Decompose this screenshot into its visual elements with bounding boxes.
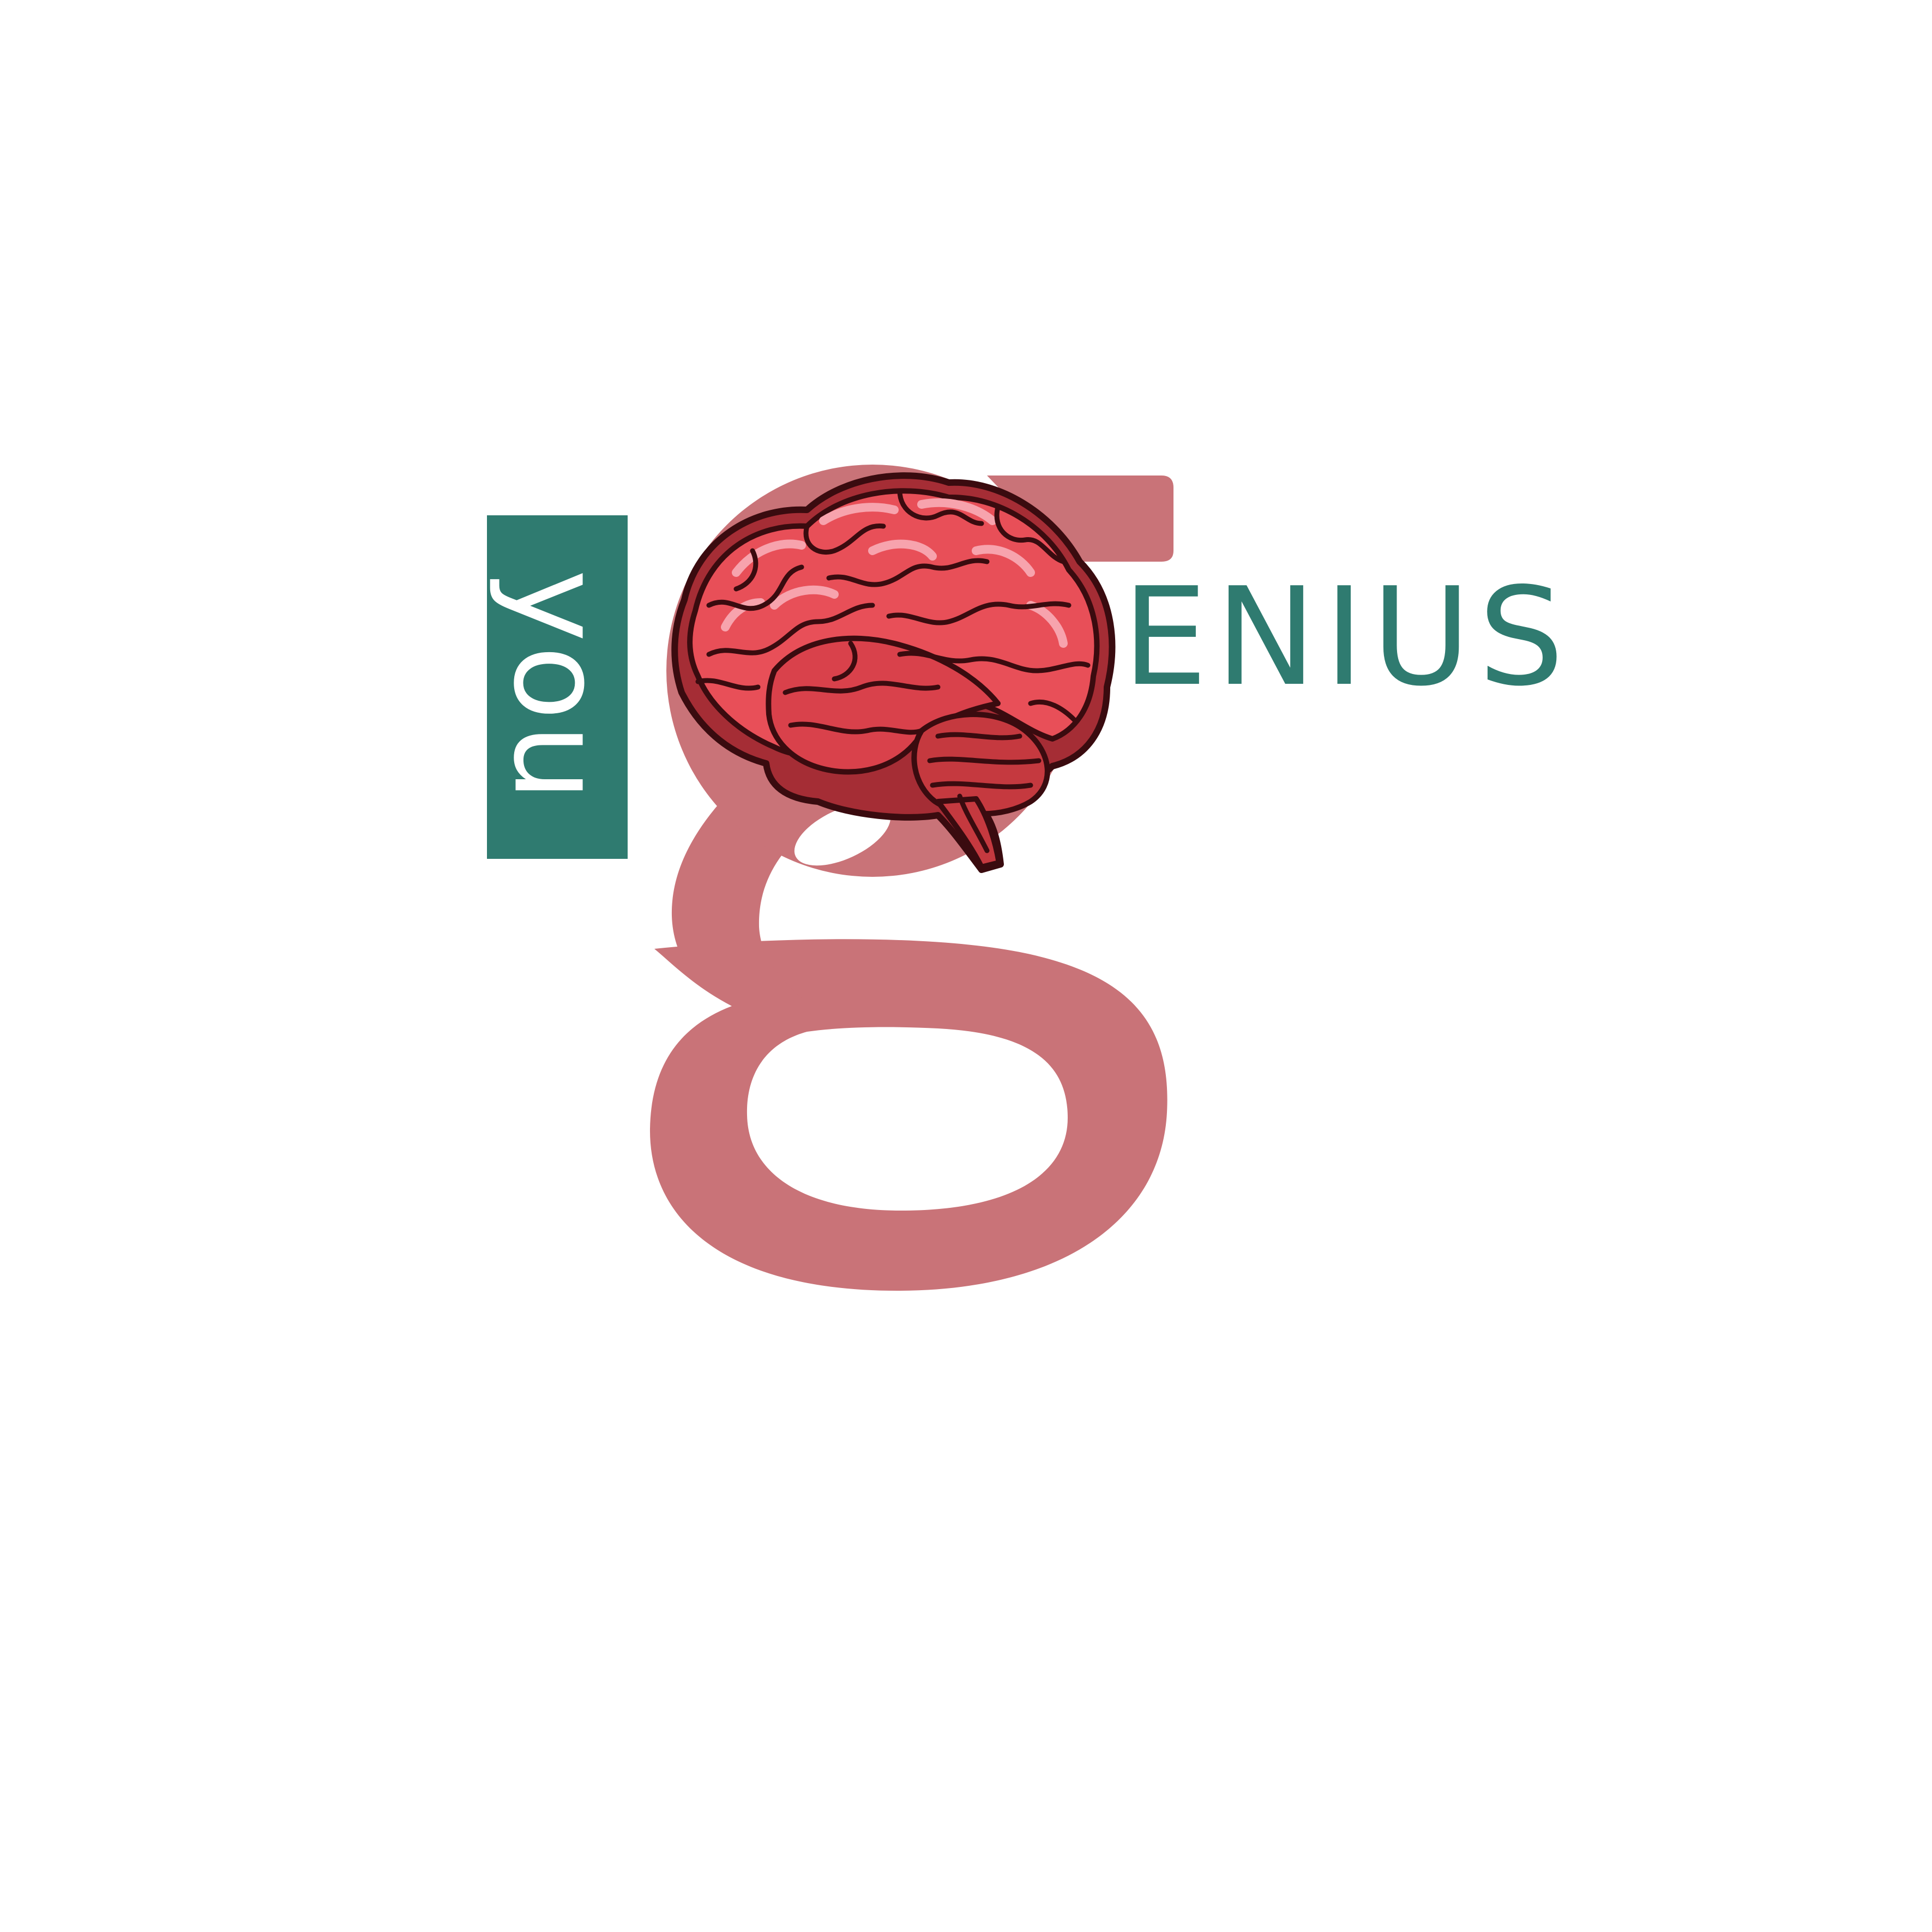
you-text: you (496, 569, 619, 804)
you-label-block: you (487, 515, 628, 859)
enius-text: ENIUS (1122, 570, 1572, 705)
